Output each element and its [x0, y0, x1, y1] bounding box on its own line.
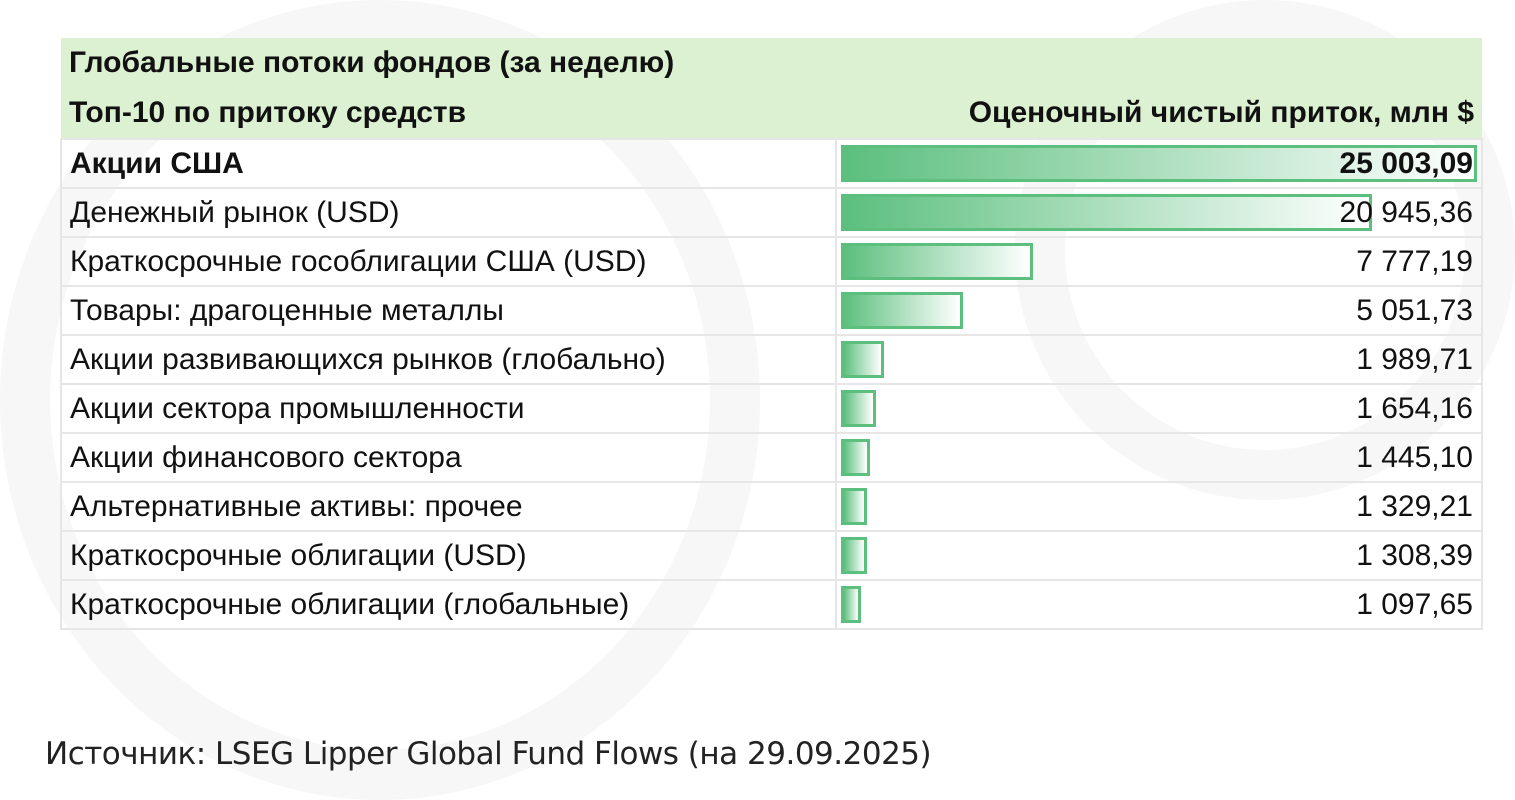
- table-row: Денежный рынок (USD) 20 945,36: [60, 187, 1483, 238]
- data-bar: [841, 145, 1477, 182]
- row-label: Товары: драгоценные металлы: [60, 285, 837, 336]
- row-value: 1 989,71: [1356, 342, 1473, 376]
- row-value-cell: 1 308,39: [835, 530, 1483, 581]
- data-bar: [841, 341, 885, 378]
- table-row: Акции финансового сектора 1 445,10: [60, 432, 1483, 483]
- row-value: 7 777,19: [1356, 244, 1473, 278]
- row-value: 1 308,39: [1356, 538, 1473, 572]
- row-value-cell: 1 445,10: [835, 432, 1483, 483]
- title-row: Глобальные потоки фондов (за неделю): [61, 38, 1482, 88]
- row-label: Денежный рынок (USD): [60, 187, 837, 238]
- data-bar: [841, 194, 1373, 231]
- table-row: Акции сектора промышленности 1 654,16: [60, 383, 1483, 434]
- row-value: 5 051,73: [1356, 293, 1473, 327]
- row-label: Акции финансового сектора: [60, 432, 837, 483]
- source-note: Источник: LSEG Lipper Global Fund Flows …: [45, 736, 932, 772]
- row-value: 25 003,09: [1339, 146, 1473, 180]
- table-row: Акции развивающихся рынков (глобально) 1…: [60, 334, 1483, 385]
- column-header-category: Топ-10 по притоку средств: [61, 88, 836, 139]
- row-value-cell: 5 051,73: [835, 285, 1483, 336]
- row-value-cell: 7 777,19: [835, 236, 1483, 287]
- row-label: Краткосрочные гособлигации США (USD): [60, 236, 837, 287]
- data-bar: [841, 537, 867, 574]
- row-label: Акции развивающихся рынков (глобально): [60, 334, 837, 385]
- row-value: 1 329,21: [1356, 489, 1473, 523]
- data-bar: [841, 586, 862, 623]
- table-row: Товары: драгоценные металлы 5 051,73: [60, 285, 1483, 336]
- table-row: Краткосрочные гособлигации США (USD) 7 7…: [60, 236, 1483, 287]
- column-header-value: Оценочный чистый приток, млн $: [836, 88, 1482, 139]
- row-value-cell: 25 003,09: [835, 138, 1483, 189]
- row-value: 1 445,10: [1356, 440, 1473, 474]
- row-label: Альтернативные активы: прочее: [60, 481, 837, 532]
- data-bar: [841, 390, 876, 427]
- table-row: Акции США 25 003,09: [60, 138, 1483, 189]
- data-bar: [841, 488, 868, 525]
- row-label: Акции США: [60, 138, 837, 189]
- table-row: Альтернативные активы: прочее 1 329,21: [60, 481, 1483, 532]
- row-value-cell: 20 945,36: [835, 187, 1483, 238]
- header-row: Топ-10 по притоку средств Оценочный чист…: [61, 88, 1482, 139]
- row-value-cell: 1 654,16: [835, 383, 1483, 434]
- row-value-cell: 1 989,71: [835, 334, 1483, 385]
- data-bar: [841, 243, 1034, 280]
- row-value-cell: 1 097,65: [835, 579, 1483, 630]
- row-label: Краткосрочные облигации (глобальные): [60, 579, 837, 630]
- table-row: Краткосрочные облигации (глобальные) 1 0…: [60, 579, 1483, 630]
- fund-flows-table: Глобальные потоки фондов (за неделю) Топ…: [60, 38, 1483, 630]
- table-row: Краткосрочные облигации (USD) 1 308,39: [60, 530, 1483, 581]
- row-value-cell: 1 329,21: [835, 481, 1483, 532]
- row-label: Краткосрочные облигации (USD): [60, 530, 837, 581]
- row-value: 1 097,65: [1356, 587, 1473, 621]
- row-label: Акции сектора промышленности: [60, 383, 837, 434]
- data-bar: [841, 439, 871, 476]
- row-value: 20 945,36: [1339, 195, 1473, 229]
- data-bar: [841, 292, 964, 329]
- table-title: Глобальные потоки фондов (за неделю): [61, 38, 1482, 88]
- row-value: 1 654,16: [1356, 391, 1473, 425]
